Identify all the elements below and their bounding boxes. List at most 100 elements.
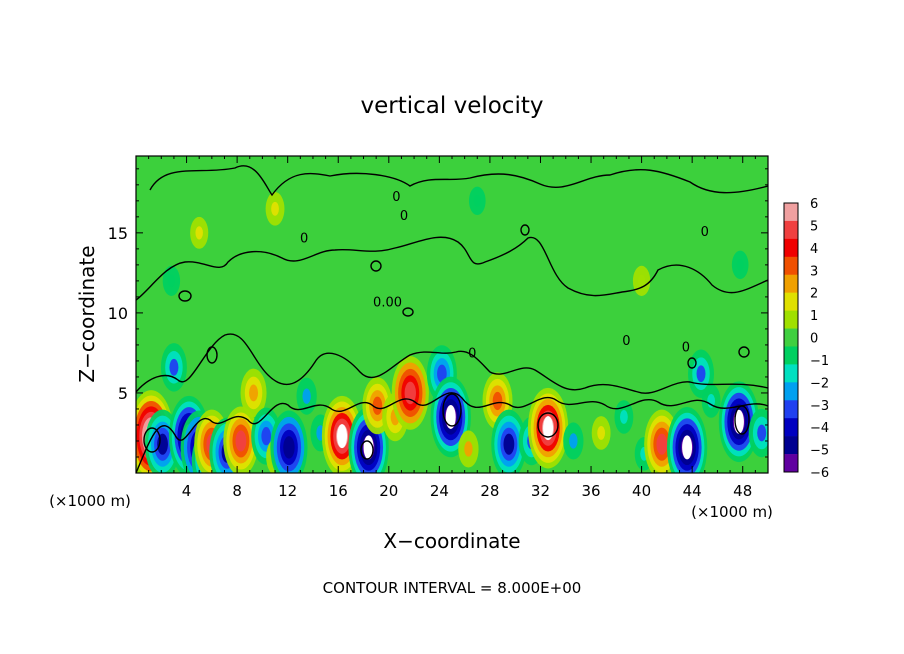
contour-loop <box>442 393 462 427</box>
velocity-cell-level <box>656 433 668 455</box>
colorbar-swatch <box>784 310 798 329</box>
velocity-cell-level <box>283 436 295 459</box>
contour-line <box>136 392 768 473</box>
colorbar-label: 3 <box>810 264 818 279</box>
velocity-cell <box>468 186 486 216</box>
contour-label: 0 <box>682 340 690 355</box>
velocity-cell-level <box>473 194 481 207</box>
y-tick-label: 5 <box>118 384 128 403</box>
x-tick-label: 20 <box>379 482 398 500</box>
colorbar-label: −6 <box>810 466 829 481</box>
velocity-cell-level <box>569 433 578 449</box>
velocity-cell <box>223 406 259 473</box>
colorbar-swatch <box>784 436 798 455</box>
contour-line <box>149 165 768 197</box>
velocity-cell-core <box>337 424 348 449</box>
contour-loop <box>370 260 382 272</box>
y-tick-label: 15 <box>108 224 128 243</box>
colorbar-label: −1 <box>810 354 829 369</box>
velocity-cell <box>265 192 285 226</box>
colorbar-swatch <box>784 400 798 419</box>
x-tick-label: 40 <box>632 482 651 500</box>
velocity-cell <box>701 384 721 418</box>
contour-loop <box>178 290 192 302</box>
velocity-cell <box>666 407 708 473</box>
contour-label: 0 <box>701 225 709 240</box>
velocity-cell-level <box>464 441 473 457</box>
contour-loop <box>206 346 218 364</box>
x-unit-label-left: (×1000 m) <box>49 492 131 510</box>
colorbar-swatch <box>784 418 798 437</box>
velocity-cell-level <box>372 396 383 415</box>
y-axis-label: Z−coordinate <box>75 245 99 382</box>
colorbar-label: 0 <box>810 332 818 347</box>
colorbar-swatch <box>784 220 798 240</box>
colorbar-swatch <box>784 292 798 311</box>
colorbar-swatch <box>784 364 798 383</box>
colorbar-swatch <box>784 454 798 473</box>
x-tick-label: 36 <box>581 482 600 500</box>
colorbar-label: −2 <box>810 376 829 391</box>
velocity-cell <box>748 408 768 458</box>
velocity-cell-level <box>195 226 203 240</box>
colorbar-label: −5 <box>810 444 829 459</box>
velocity-cell-level <box>235 430 247 452</box>
velocity-cell <box>144 409 181 473</box>
x-axis-label: X−coordinate <box>383 529 520 553</box>
colorbar-label: 6 <box>810 197 818 212</box>
velocity-cell <box>527 387 569 469</box>
colorbar-label: 1 <box>810 309 818 324</box>
velocity-cell <box>563 422 584 460</box>
velocity-cell-level <box>492 391 503 411</box>
contour-label: 0 <box>392 190 400 205</box>
velocity-cell-level <box>597 426 606 440</box>
colorbar-label: 2 <box>810 287 818 302</box>
contour-loop <box>402 307 414 317</box>
x-tick-label: 44 <box>683 482 702 500</box>
colorbar-label: −3 <box>810 399 829 414</box>
velocity-cell-core <box>543 416 554 441</box>
velocity-cell <box>190 216 209 249</box>
x-axis: 4 8 12 16 20 24 28 32 36 40 44 48 <box>148 156 756 500</box>
velocity-cell <box>160 343 187 392</box>
contour-loop <box>360 440 374 460</box>
velocity-cell-level <box>271 201 279 216</box>
velocity-cell-level <box>620 410 628 424</box>
x-tick-label: 48 <box>733 482 752 500</box>
contour-loop <box>537 412 559 438</box>
x-tick-label: 4 <box>182 482 192 500</box>
colorbar-swatch <box>784 346 798 365</box>
colorbar-swatch <box>784 274 798 293</box>
y-tick-label: 10 <box>108 304 128 323</box>
velocity-cell <box>391 356 429 430</box>
contour-label: 0.00 <box>373 295 402 310</box>
contour-label: 0 <box>468 347 476 362</box>
velocity-cell <box>632 265 651 296</box>
contour-loop <box>687 357 697 369</box>
contour-loop <box>520 224 530 236</box>
contour-label: 0 <box>400 209 408 224</box>
velocity-cell-core <box>445 404 456 429</box>
contour-line <box>136 333 768 394</box>
colorbar-label: 5 <box>810 219 818 234</box>
velocity-cell-level <box>261 427 271 446</box>
velocity-cell <box>731 250 749 280</box>
colorbar-swatch <box>784 328 798 347</box>
velocity-cell <box>240 368 267 418</box>
colorbar-swatch <box>784 382 798 401</box>
velocity-cell-level <box>707 393 716 408</box>
contour-line <box>136 236 768 301</box>
velocity-cell <box>162 265 181 296</box>
colorbar-frame <box>783 202 799 473</box>
contour-label: 0 <box>622 334 630 349</box>
colorbar-label: 4 <box>810 242 818 257</box>
x-tick-label: 12 <box>278 482 297 500</box>
colorbar-swatch <box>784 256 798 276</box>
velocity-cell-level <box>503 433 515 455</box>
x-tick-label: 16 <box>329 482 348 500</box>
colorbar-label: −4 <box>810 421 829 436</box>
velocity-cell-level <box>757 424 767 442</box>
velocity-cell-level <box>169 358 179 376</box>
